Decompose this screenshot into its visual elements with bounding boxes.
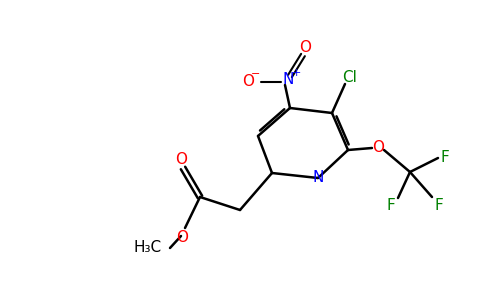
Text: O: O <box>176 230 188 245</box>
Text: F: F <box>435 197 443 212</box>
Text: Cl: Cl <box>343 70 358 86</box>
Text: N: N <box>312 170 324 185</box>
Text: O: O <box>175 152 187 166</box>
Text: F: F <box>440 151 449 166</box>
Text: O: O <box>242 74 254 89</box>
Text: +: + <box>291 68 301 78</box>
Text: H₃C: H₃C <box>134 241 162 256</box>
Text: −: − <box>251 69 261 79</box>
Text: O: O <box>299 40 311 56</box>
Text: O: O <box>372 140 384 155</box>
Text: N: N <box>282 73 294 88</box>
Text: F: F <box>387 199 395 214</box>
